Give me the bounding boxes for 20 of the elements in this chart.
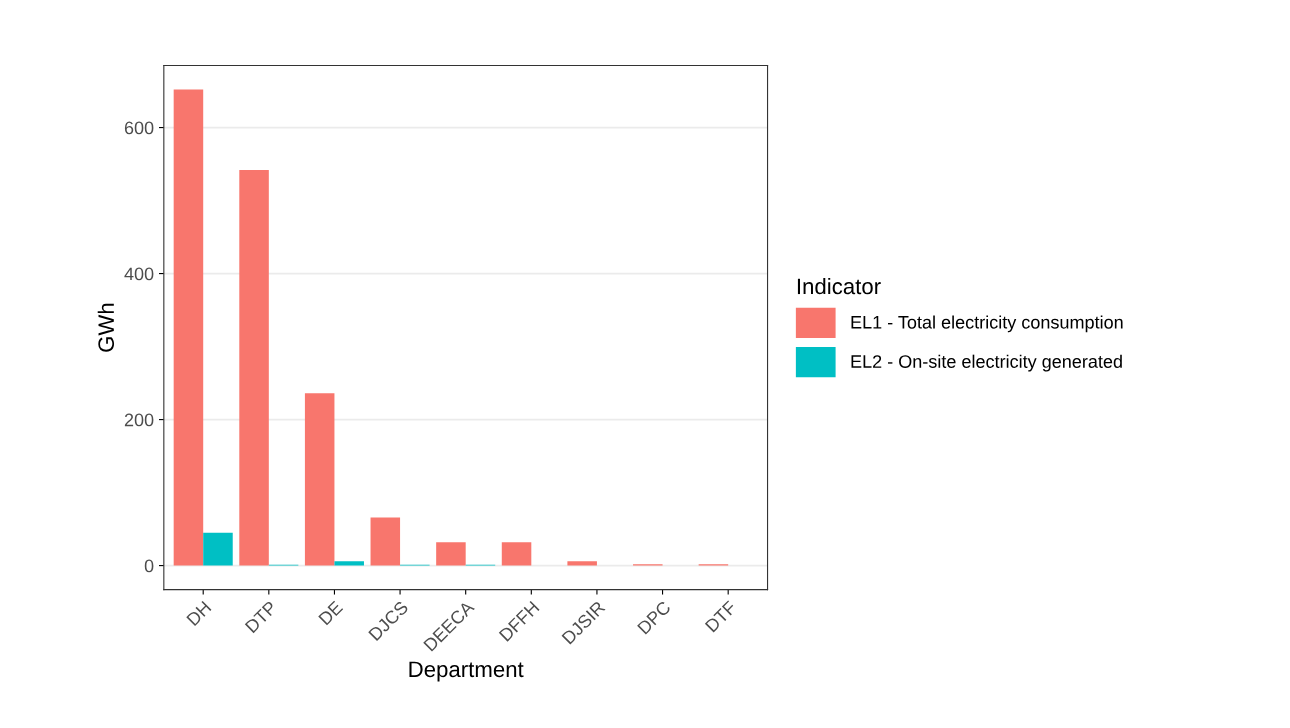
x-axis-title: Department: [409, 661, 524, 682]
bar: [304, 393, 335, 566]
bar: [203, 532, 233, 566]
bar: [334, 561, 364, 566]
bar: [436, 542, 466, 566]
bar: [173, 89, 204, 566]
bar: [501, 542, 532, 566]
y-axis-title: GWh: [97, 303, 115, 352]
bar: [239, 169, 269, 566]
y-tick-label: 0: [144, 559, 154, 573]
legend-title: Indicator: [797, 277, 881, 295]
x-tick-label: DH: [186, 600, 212, 627]
bar: [370, 517, 401, 566]
bar: [567, 561, 597, 566]
legend-label: EL2 - On-site electricity generated: [851, 354, 1122, 372]
y-tick-label: 600: [124, 121, 154, 135]
legend-label: EL1 - Total electricity consumption: [851, 315, 1123, 333]
y-tick-label: 400: [124, 267, 154, 281]
x-tick-label: DE: [318, 600, 344, 626]
y-tick-label: 200: [124, 413, 154, 427]
